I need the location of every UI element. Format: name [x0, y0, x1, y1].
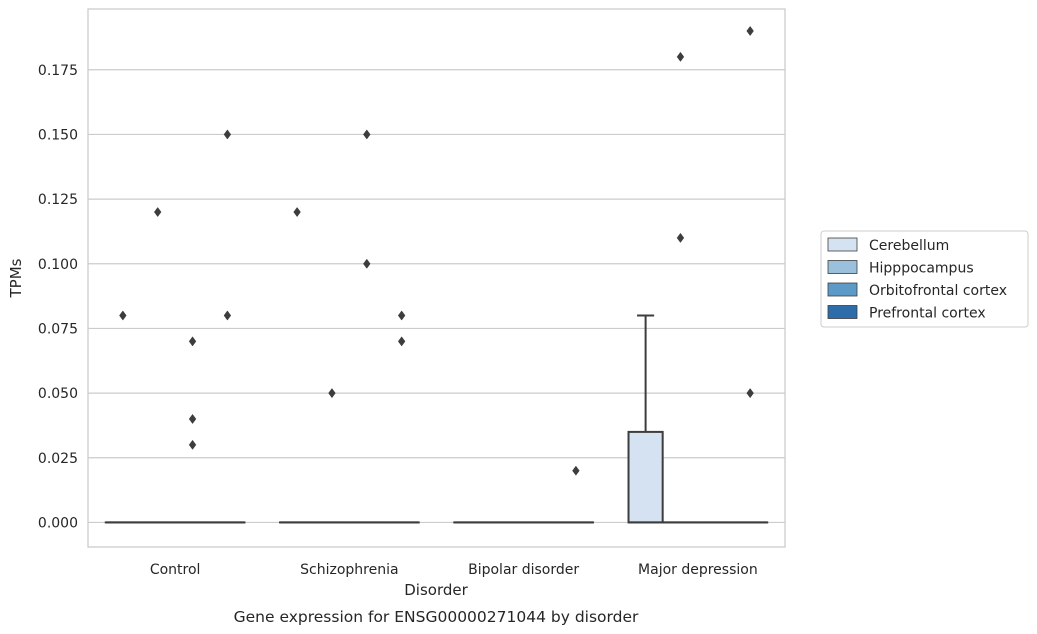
- y-tick-label: 0.125: [38, 192, 78, 208]
- flier-point: [676, 232, 685, 243]
- x-axis-title: Disorder: [404, 581, 468, 599]
- x-tick-label: Major depression: [638, 562, 758, 578]
- flier-point: [746, 25, 754, 37]
- y-tick-label: 0.025: [38, 451, 78, 467]
- y-tick-label: 0.150: [38, 127, 78, 143]
- legend-label: Cerebellum: [869, 238, 949, 254]
- box-cerebellum: [627, 314, 664, 524]
- flier-point: [188, 413, 197, 424]
- legend-label: Hipppocampus: [869, 261, 974, 277]
- y-axis-title: TPMs: [7, 258, 25, 298]
- legend-swatch: [827, 260, 858, 274]
- flier-point: [397, 310, 406, 321]
- legend-frame: [820, 230, 1029, 328]
- flier-point: [293, 207, 301, 218]
- x-tick-labels: Control Schizophrenia Bipolar disorder Majo…: [150, 562, 758, 578]
- flier-point: [119, 310, 127, 321]
- plot-frame: [87, 8, 786, 548]
- flier-points: [119, 25, 754, 476]
- legend-label: Orbitofrontal cortex: [869, 283, 1007, 299]
- flier-point: [188, 336, 197, 347]
- flier-point: [676, 51, 685, 62]
- y-tick-label: 0.000: [38, 515, 78, 531]
- y-tick-label: 0.100: [38, 257, 78, 273]
- chart-caption: Gene expression for ENSG00000271044 by d…: [234, 608, 639, 626]
- legend: Cerebellum Hipppocampus Orbitofrontal cort…: [820, 230, 1029, 328]
- x-tick-label: Control: [150, 562, 201, 578]
- legend-label: Prefrontal cortex: [869, 306, 986, 322]
- flier-point: [746, 388, 754, 399]
- x-tick-label: Schizophrenia: [300, 562, 398, 578]
- flier-point: [397, 336, 406, 347]
- x-tick-label: Bipolar disorder: [468, 562, 579, 578]
- flier-point: [223, 310, 232, 321]
- flier-point: [153, 207, 162, 218]
- y-tick-label: 0.175: [38, 63, 78, 79]
- flier-point: [328, 388, 336, 399]
- legend-swatch: [827, 282, 858, 297]
- legend-swatch: [827, 237, 858, 252]
- box-plots: [104, 314, 769, 524]
- box-body: [627, 430, 664, 524]
- flier-point: [572, 465, 580, 476]
- flier-point: [363, 129, 371, 140]
- y-tick-label: 0.050: [38, 386, 78, 402]
- y-tick-label: 0.075: [38, 321, 78, 337]
- legend-swatch: [827, 305, 858, 319]
- flier-point: [363, 258, 371, 269]
- flier-point: [223, 129, 232, 140]
- flier-point: [188, 439, 197, 450]
- y-tick-labels: 0.000 0.025 0.050 0.075 0.100 0.125 0.150 0.175: [38, 63, 78, 532]
